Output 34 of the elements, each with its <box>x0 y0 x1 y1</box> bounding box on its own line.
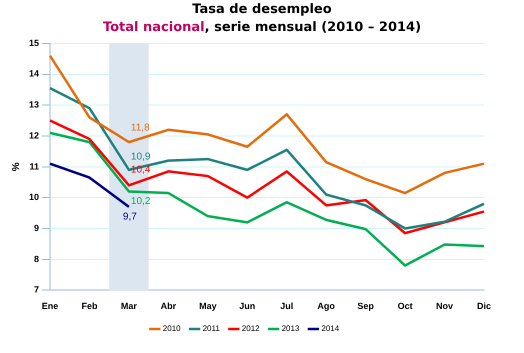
x-tick-label: Dic <box>476 301 492 312</box>
legend-label: 2010 <box>162 324 182 334</box>
y-tick-label: 12 <box>28 130 40 140</box>
y-axis-title: % <box>10 162 22 172</box>
legend-label: 2011 <box>202 324 220 334</box>
y-tick-label: 10 <box>28 192 40 202</box>
y-tick-label: 8 <box>34 254 40 264</box>
x-tick-label: Nov <box>436 301 454 312</box>
chart-subtitle: Total nacional, serie mensual (2010 – 2014) <box>102 20 422 35</box>
data-label: 10,4 <box>130 164 151 176</box>
x-tick-label: Ene <box>42 301 58 312</box>
y-tick-label: 11 <box>29 161 40 172</box>
x-tick-label: Feb <box>81 301 98 312</box>
y-tick-label: 15 <box>28 38 40 48</box>
y-tick-label: 13 <box>28 100 40 110</box>
x-tick-label: Jun <box>239 301 256 312</box>
y-tick-label: 14 <box>28 68 40 79</box>
x-tick-label: Mar <box>120 301 138 312</box>
data-label: 11,8 <box>130 122 150 134</box>
data-label: 9,7 <box>122 212 138 223</box>
data-label: 10,2 <box>130 196 151 208</box>
x-tick-label: Oct <box>398 301 413 312</box>
x-tick-label: Sep <box>357 301 374 312</box>
data-label: 10,9 <box>130 152 151 163</box>
y-tick-label: 7 <box>34 284 40 295</box>
y-tick-label: 9 <box>34 222 40 233</box>
legend-label: 2014 <box>321 324 340 334</box>
x-tick-label: Ago <box>317 301 336 312</box>
legend-label: 2012 <box>242 324 260 334</box>
x-tick-label: Jul <box>280 301 294 312</box>
x-tick-label: May <box>199 301 217 312</box>
legend-label: 2013 <box>282 324 300 334</box>
x-tick-label: Abr <box>160 301 177 312</box>
chart-title: Tasa de desempleo <box>191 1 333 17</box>
